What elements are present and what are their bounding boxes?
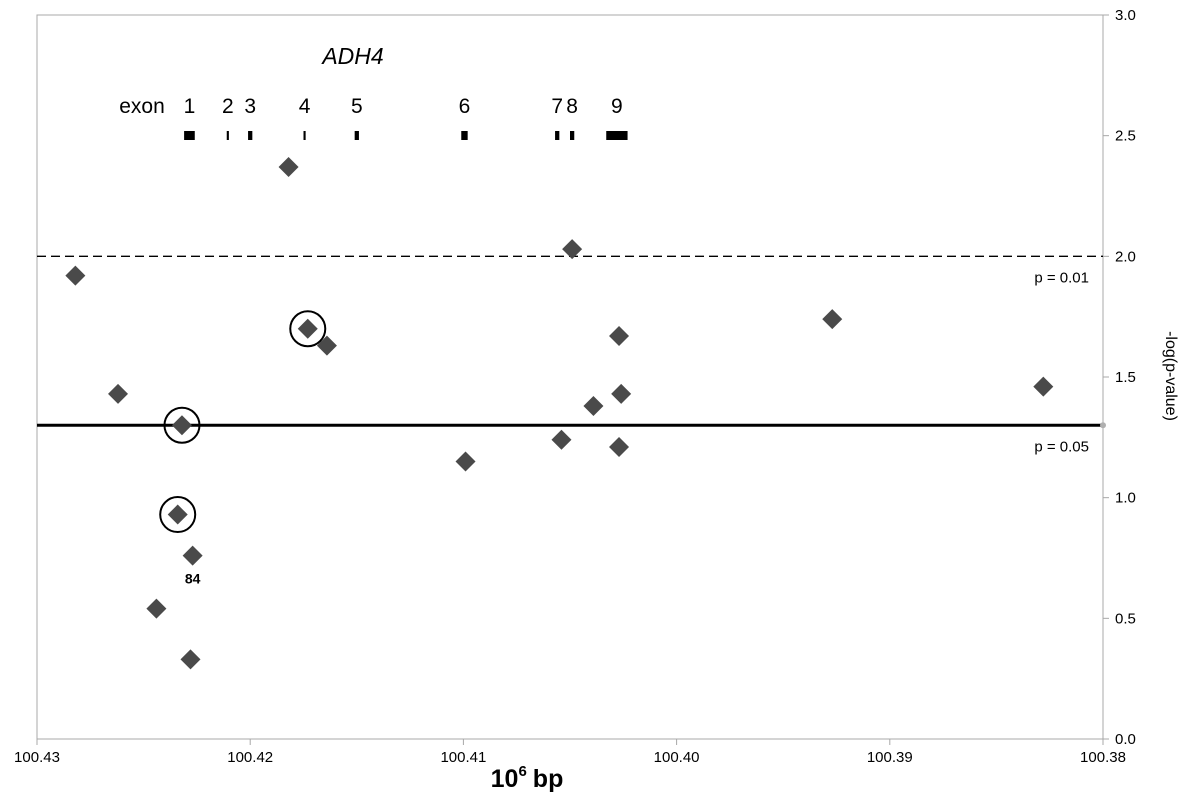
x-tick-label: 100.39 [867,749,913,766]
data-point [1033,376,1054,397]
data-point [455,451,476,472]
exon-bar [461,131,468,140]
x-axis-title: 106 bp [491,763,564,793]
exon-bar [303,131,306,140]
x-tick-label: 100.40 [654,749,700,766]
y-tick-label: 2.5 [1115,128,1136,145]
point-annotation-label: 84 [185,571,201,587]
exon-number-label: 8 [566,95,578,118]
x-axis-title-exponent: 6 [518,763,526,780]
data-point [583,395,604,416]
y-axis: 0.0 0.5 1.0 1.5 2.0 2.5 3.0 [1103,7,1136,748]
exon-number-label: 5 [351,95,363,118]
exon-number-label: 6 [459,95,471,118]
x-tick-label: 100.43 [14,749,60,766]
exon-bar [354,131,359,140]
exon-number-label: 7 [551,95,563,118]
x-tick-label: 100.41 [440,749,486,766]
highlight-circle [163,406,201,444]
data-point [167,504,188,525]
highlight-circle [289,310,327,348]
data-point [822,309,843,330]
exon-number-label: 9 [611,95,623,118]
x-axis-title-unit: bp [533,765,564,793]
exon-bar [606,131,628,140]
y-tick-label: 1.0 [1115,490,1136,507]
plot-area [36,14,1104,740]
data-point [180,649,201,670]
exon-bar [248,131,253,140]
data-point [297,318,318,339]
exon-bar [570,131,575,140]
threshold-label: p = 0.05 [1034,438,1089,455]
data-point [609,436,630,457]
data-point [316,335,337,356]
exon-bar [184,131,195,140]
threshold-label: p = 0.01 [1034,269,1089,286]
exon-number-label: 3 [244,95,256,118]
y-tick-label: 2.0 [1115,248,1136,265]
exon-prefix-label: exon [119,95,165,118]
highlight-circle [159,496,197,534]
data-point [278,157,299,178]
data-point [551,429,572,450]
data-point [182,545,203,566]
data-point [562,239,583,260]
data-point [108,383,129,404]
data-point [611,383,632,404]
y-axis-title: -log(p-value) [1162,331,1179,421]
y-tick-label: 3.0 [1115,7,1136,24]
data-point [609,325,630,346]
data-point [146,598,167,619]
x-axis: 100.43 100.42 100.41 100.40 100.39 100.38 [14,739,1126,766]
exon-number-label: 2 [222,95,234,118]
y-tick-label: 1.5 [1115,369,1136,386]
x-axis-title-prefix: 10 [491,765,519,793]
gene-title: ADH4 [320,43,383,69]
threshold-end-marker [1100,422,1106,429]
exon-number-label: 1 [184,95,196,118]
exon-number-label: 4 [299,95,311,118]
data-points: 84 [65,157,1054,670]
exon-bar [226,131,229,140]
exon-bar [555,131,560,140]
data-point [65,265,86,286]
y-tick-label: 0.5 [1115,610,1136,627]
data-point [171,415,192,436]
y-tick-label: 0.0 [1115,731,1136,748]
x-tick-label: 100.38 [1080,749,1126,766]
x-tick-label: 100.42 [227,749,273,766]
